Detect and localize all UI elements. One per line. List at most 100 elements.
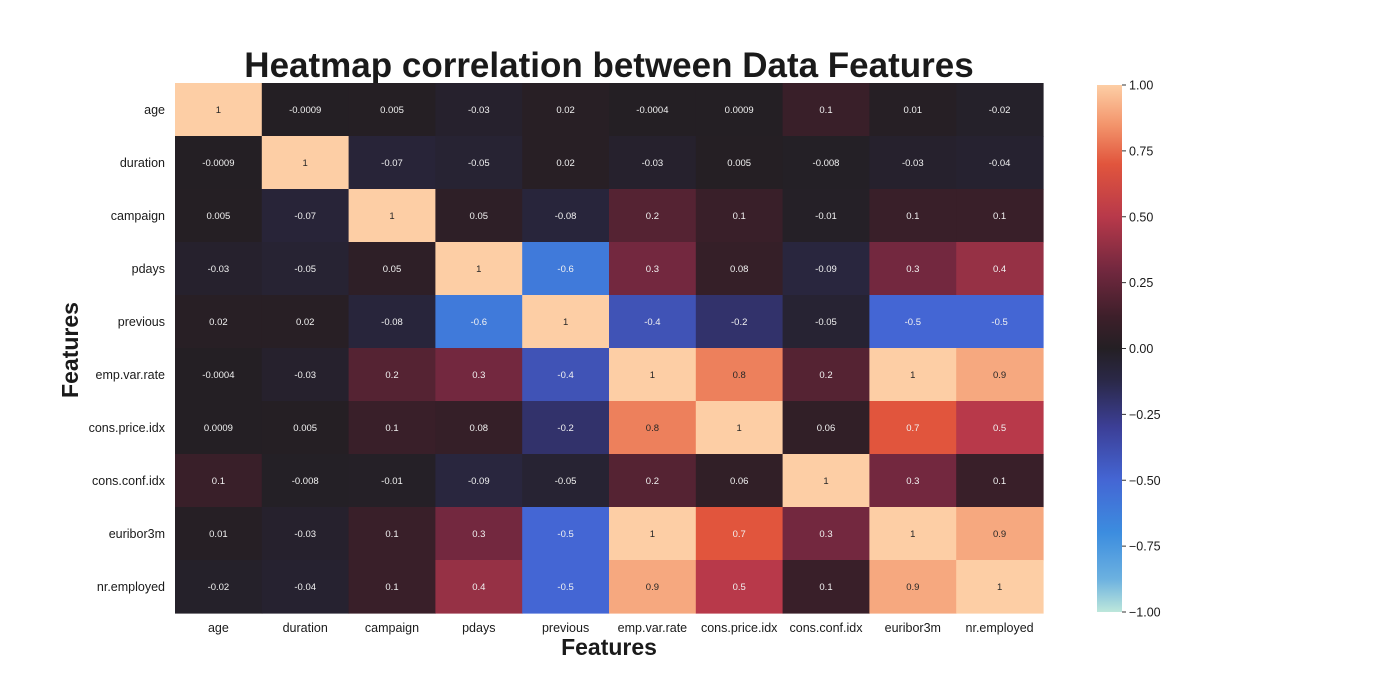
heatmap-cell-pdays-age bbox=[175, 242, 263, 296]
cell-value-label: 0.06 bbox=[730, 476, 749, 487]
heatmap-cell-nr.employed-pdays bbox=[435, 560, 523, 614]
cell-value-label: 0.2 bbox=[819, 370, 832, 381]
cell-value-label: 0.2 bbox=[385, 370, 398, 381]
cell-value-label: 0.3 bbox=[646, 264, 659, 275]
cell-value-label: -0.07 bbox=[294, 211, 316, 222]
colorbar: 1.00 0.75 0.50 0.25 0.00 −0.25 −0.50 −0.75 −1.00 bbox=[1097, 79, 1161, 620]
cell-value-label: 1 bbox=[216, 105, 221, 116]
heatmap-cell-age-previous bbox=[522, 83, 610, 137]
cell-value-label: 0.005 bbox=[727, 158, 751, 169]
heatmap-cell-euribor3m-cons.price.idx bbox=[695, 507, 784, 561]
cell-value-label: 0.2 bbox=[646, 211, 659, 222]
y-tick-labels: age duration campaign pdays previous emp.var.… bbox=[89, 103, 166, 594]
cell-value-label: 0.7 bbox=[733, 529, 746, 540]
chart-title: Heatmap correlation between Data Feature… bbox=[244, 46, 973, 85]
heatmap-cell-emp.var.rate-nr.employed bbox=[956, 348, 1044, 402]
heatmap-cell-nr.employed-cons.price.idx bbox=[695, 560, 784, 614]
x-tick-label-previous: previous bbox=[542, 621, 589, 635]
cell-value-label: -0.09 bbox=[468, 476, 490, 487]
cell-value-label: 0.1 bbox=[819, 582, 832, 593]
heatmap-cell-cons.conf.idx-emp.var.rate bbox=[609, 454, 697, 508]
y-tick-label-previous: previous bbox=[118, 315, 165, 329]
heatmap-cell-euribor3m-previous bbox=[522, 507, 610, 561]
cell-value-label: 0.01 bbox=[904, 105, 923, 116]
cell-value-label: 0.1 bbox=[733, 211, 746, 222]
heatmap-cell-previous-pdays bbox=[435, 295, 523, 349]
cell-value-label: -0.0004 bbox=[636, 105, 668, 116]
cell-value-label: 0.5 bbox=[733, 582, 746, 593]
cell-value-label: 0.02 bbox=[296, 317, 315, 328]
colorbar-tick-label: −0.25 bbox=[1129, 408, 1161, 422]
heatmap-cell-pdays-emp.var.rate bbox=[609, 242, 697, 296]
cell-value-label: -0.03 bbox=[294, 529, 316, 540]
cell-value-label: -0.5 bbox=[557, 529, 573, 540]
cell-value-label: 0.05 bbox=[470, 211, 489, 222]
heatmap-cell-euribor3m-age bbox=[175, 507, 263, 561]
heatmap-cell-previous-campaign bbox=[348, 295, 436, 349]
heatmap-cell-emp.var.rate-pdays bbox=[435, 348, 523, 402]
y-tick-label-duration: duration bbox=[120, 156, 165, 170]
colorbar-tick-label: −1.00 bbox=[1129, 606, 1161, 620]
cell-value-label: -0.4 bbox=[557, 370, 573, 381]
cell-value-label: -0.2 bbox=[731, 317, 747, 328]
cell-value-label: 0.9 bbox=[993, 370, 1006, 381]
heatmap-cell-previous-cons.conf.idx bbox=[782, 295, 870, 349]
heatmap-cell-pdays-duration bbox=[261, 242, 350, 296]
cell-value-label: -0.02 bbox=[989, 105, 1011, 116]
heatmap-cell-campaign-previous bbox=[522, 189, 610, 243]
cell-value-label: 0.2 bbox=[646, 476, 659, 487]
cell-value-label: 1 bbox=[650, 370, 655, 381]
heatmap-cell-age-campaign bbox=[348, 83, 436, 137]
heatmap-cell-euribor3m-duration bbox=[261, 507, 350, 561]
cell-value-label: 0.06 bbox=[817, 423, 836, 434]
cell-value-label: -0.08 bbox=[555, 211, 577, 222]
heatmap-cell-duration-campaign bbox=[348, 136, 436, 190]
cell-value-label: -0.6 bbox=[557, 264, 573, 275]
cell-value-label: 0.1 bbox=[993, 476, 1006, 487]
heatmap-cell-cons.conf.idx-nr.employed bbox=[956, 454, 1044, 508]
heatmap-cell-duration-age bbox=[175, 136, 263, 190]
cell-value-label: 0.1 bbox=[385, 423, 398, 434]
cell-value-label: -0.08 bbox=[381, 317, 403, 328]
heatmap-cell-nr.employed-cons.conf.idx bbox=[782, 560, 870, 614]
cell-value-label: -0.6 bbox=[471, 317, 487, 328]
cell-value-label: 1 bbox=[910, 370, 915, 381]
heatmap-cell-pdays-euribor3m bbox=[869, 242, 957, 296]
cell-value-label: -0.01 bbox=[381, 476, 403, 487]
heatmap-cell-emp.var.rate-cons.conf.idx bbox=[782, 348, 870, 402]
heatmap-cell-nr.employed-euribor3m bbox=[869, 560, 957, 614]
heatmap-cell-previous-duration bbox=[261, 295, 350, 349]
cell-value-label: 0.9 bbox=[646, 582, 659, 593]
cell-value-label: 0.08 bbox=[730, 264, 749, 275]
heatmap-cell-euribor3m-cons.conf.idx bbox=[782, 507, 870, 561]
heatmap-cell-campaign-campaign bbox=[348, 189, 436, 243]
y-axis-label: Features bbox=[57, 302, 83, 398]
heatmap-cell-age-cons.price.idx bbox=[695, 83, 784, 137]
heatmap-cell-pdays-nr.employed bbox=[956, 242, 1044, 296]
cell-value-label: -0.5 bbox=[991, 317, 1007, 328]
cell-value-label: -0.09 bbox=[815, 264, 837, 275]
cell-value-label: 0.3 bbox=[906, 264, 919, 275]
y-tick-label-cons.conf.idx: cons.conf.idx bbox=[92, 474, 166, 488]
cell-value-label: 0.02 bbox=[556, 105, 575, 116]
cell-value-label: 0.1 bbox=[906, 211, 919, 222]
x-tick-label-campaign: campaign bbox=[365, 621, 419, 635]
heatmap-cell-emp.var.rate-cons.price.idx bbox=[695, 348, 784, 402]
colorbar-gradient bbox=[1097, 85, 1122, 612]
heatmap-cell-euribor3m-emp.var.rate bbox=[609, 507, 697, 561]
heatmap-cell-emp.var.rate-campaign bbox=[348, 348, 436, 402]
heatmap-cell-duration-duration bbox=[261, 136, 350, 190]
cell-value-label: 0.1 bbox=[819, 105, 832, 116]
cell-value-label: 0.1 bbox=[993, 211, 1006, 222]
cell-value-label: 0.3 bbox=[819, 529, 832, 540]
colorbar-tick-label: 0.00 bbox=[1129, 342, 1153, 356]
x-axis-label: Features bbox=[561, 634, 657, 660]
cell-value-label: 1 bbox=[303, 158, 308, 169]
cell-value-label: -0.008 bbox=[292, 476, 319, 487]
y-tick-label-euribor3m: euribor3m bbox=[109, 527, 165, 541]
cell-value-label: -0.02 bbox=[208, 582, 230, 593]
cell-value-label: 0.02 bbox=[556, 158, 575, 169]
heatmap-cell-nr.employed-campaign bbox=[348, 560, 436, 614]
cell-value-label: 0.9 bbox=[906, 582, 919, 593]
